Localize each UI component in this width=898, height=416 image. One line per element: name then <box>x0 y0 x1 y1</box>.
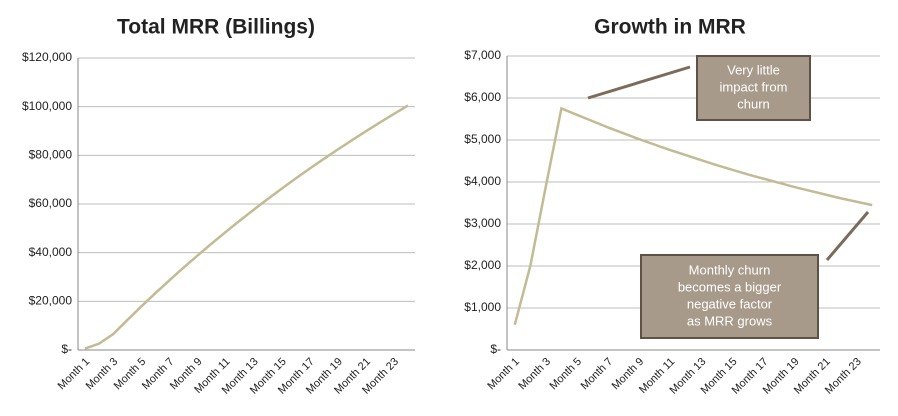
y-tick-label: $100,000 <box>22 99 72 113</box>
chart-title: Growth in MRR <box>594 16 746 39</box>
x-tick-label: Month 7 <box>579 356 616 393</box>
line-series <box>84 104 409 350</box>
y-tick-label: $- <box>490 342 501 356</box>
y-tick-label: $1,000 <box>464 300 501 314</box>
annotation-text: churn <box>737 96 770 111</box>
y-tick-label: $- <box>61 342 72 356</box>
annotation-text: becomes a bigger <box>678 279 782 294</box>
annotation-text: Monthly churn <box>689 262 771 277</box>
y-tick-label: $2,000 <box>464 258 501 272</box>
y-tick-label: $7,000 <box>464 48 501 62</box>
annotation-connector <box>825 211 870 261</box>
y-tick-label: $120,000 <box>22 50 72 64</box>
y-tick-label: $20,000 <box>29 294 73 308</box>
line-series <box>513 106 873 326</box>
y-tick-label: $3,000 <box>464 216 501 230</box>
y-tick-label: $40,000 <box>29 245 73 259</box>
annotation-box <box>640 254 819 339</box>
y-tick-label: $6,000 <box>464 90 501 104</box>
y-tick-label: $80,000 <box>29 148 73 162</box>
x-tick-label: Month 1 <box>485 356 522 393</box>
annotation-text: impact from <box>720 79 788 94</box>
x-tick-label: Month 5 <box>548 356 585 393</box>
y-tick-label: $60,000 <box>29 196 73 210</box>
chart-title: Total MRR (Billings) <box>117 16 315 39</box>
annotation-text: Very little <box>727 62 780 77</box>
annotation-text: negative factor <box>687 296 773 311</box>
annotation-box <box>696 55 811 121</box>
annotation-connector <box>587 65 691 100</box>
y-tick-label: $5,000 <box>464 132 501 146</box>
annotation-text: as MRR grows <box>687 313 773 328</box>
y-tick-label: $4,000 <box>464 174 501 188</box>
x-tick-label: Month 3 <box>516 356 553 393</box>
